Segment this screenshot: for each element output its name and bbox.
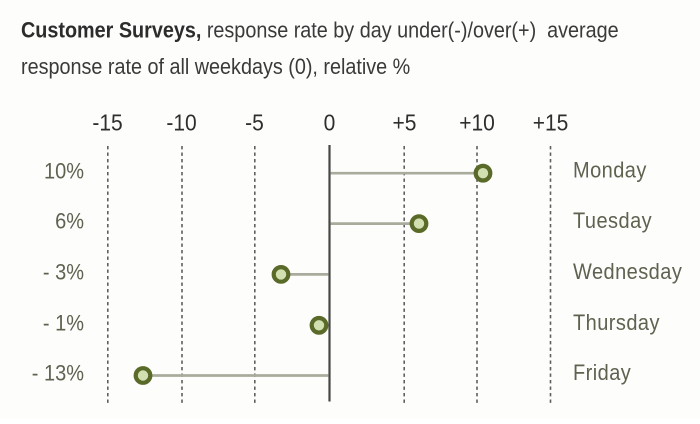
svg-text:+15: +15	[533, 110, 569, 136]
svg-text:Thursday: Thursday	[573, 311, 660, 335]
svg-text:- 3%: - 3%	[43, 261, 84, 285]
svg-text:Friday: Friday	[573, 361, 631, 385]
svg-text:10%: 10%	[44, 159, 84, 183]
svg-text:+10: +10	[459, 110, 495, 136]
svg-text:-10: -10	[166, 110, 196, 136]
svg-text:0: 0	[324, 110, 336, 136]
svg-text:- 13%: - 13%	[32, 362, 84, 386]
svg-text:Wednesday: Wednesday	[573, 260, 682, 284]
svg-text:+5: +5	[393, 110, 417, 136]
svg-text:response rate of all weekdays: response rate of all weekdays (0), relat…	[21, 55, 410, 79]
svg-text:Monday: Monday	[573, 159, 647, 183]
svg-text:6%: 6%	[55, 210, 84, 234]
svg-text:Tuesday: Tuesday	[573, 209, 652, 233]
svg-text:Customer Surveys, response rat: Customer Surveys, response rate by day u…	[21, 18, 619, 42]
svg-text:- 1%: - 1%	[43, 312, 84, 336]
svg-text:-15: -15	[92, 110, 122, 136]
svg-text:-5: -5	[245, 110, 264, 136]
